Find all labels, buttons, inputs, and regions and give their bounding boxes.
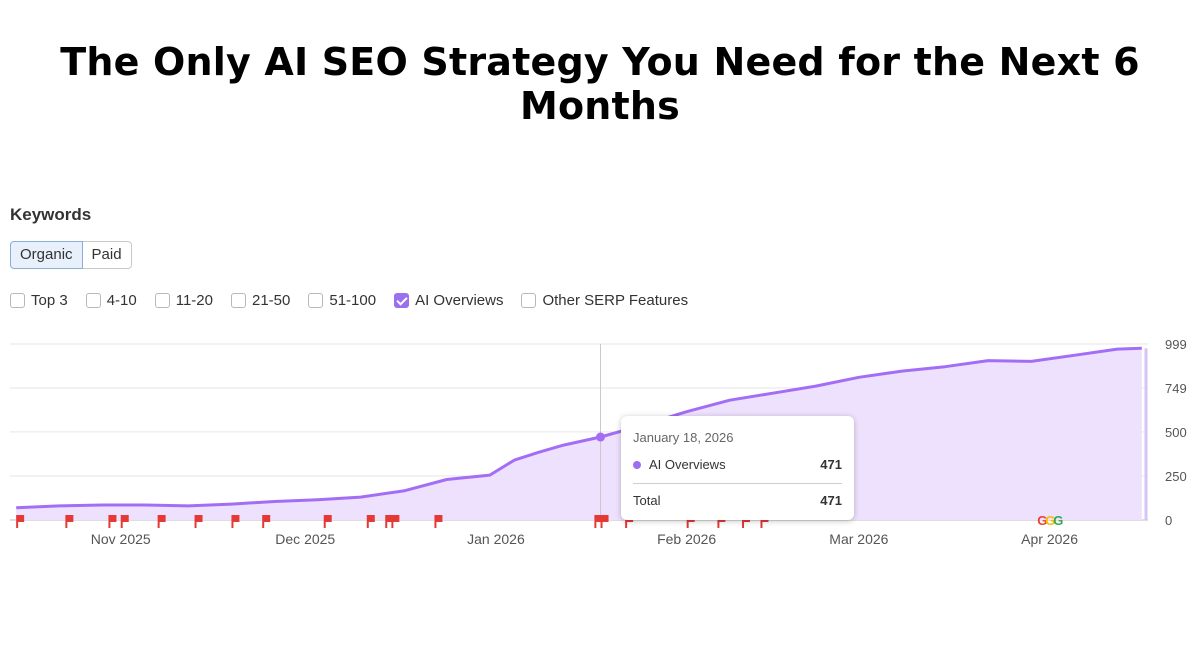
event-flag-icon <box>231 515 240 528</box>
tooltip-series-label: AI Overviews <box>649 457 726 472</box>
google-update-icon: G <box>1053 513 1063 528</box>
filter-top-3[interactable]: Top 3 <box>10 292 68 309</box>
filter-ai-overviews[interactable]: AI Overviews <box>394 292 503 309</box>
tooltip-series: AI Overviews <box>633 457 726 472</box>
filter-label: 4-10 <box>106 292 137 309</box>
google-update-icon: G <box>1037 513 1047 528</box>
y-tick-label: 250 <box>1165 469 1187 484</box>
page-headline: The Only AI SEO Strategy You Need for th… <box>60 40 1140 128</box>
x-tick-label: Jan 2026 <box>467 531 525 547</box>
tooltip-divider <box>633 483 842 484</box>
organic-paid-toggle: Organic Paid <box>10 241 132 269</box>
checkbox-icon[interactable] <box>10 293 25 308</box>
checkbox-icon[interactable] <box>85 293 101 308</box>
tooltip-total-value: 471 <box>820 493 842 508</box>
filter-label: Top 3 <box>31 292 68 309</box>
checkbox-icon[interactable] <box>521 293 537 308</box>
event-flag-icon <box>594 515 603 528</box>
checkbox-icon[interactable] <box>308 293 324 308</box>
filter-label: AI Overviews <box>415 292 504 309</box>
tab-paid[interactable]: Paid <box>82 241 132 269</box>
position-filters: Top 3 4-10 11-20 21-50 51-100 AI Overvie… <box>10 292 706 309</box>
filter-11-20[interactable]: 11-20 <box>154 292 213 309</box>
y-tick-label: 999 <box>1165 337 1187 352</box>
event-flag-icon <box>16 515 25 528</box>
tooltip-total-row: Total 471 <box>633 493 842 508</box>
event-flag-icon <box>108 515 117 528</box>
event-flag-icon <box>120 515 129 528</box>
event-flag-icon <box>194 515 203 528</box>
x-tick-label: Apr 2026 <box>1021 531 1078 547</box>
y-tick-label: 0 <box>1165 513 1172 528</box>
series-area <box>16 348 1142 520</box>
google-update-icon: G <box>1045 513 1055 528</box>
filter-other-serp-features[interactable]: Other SERP Features <box>521 292 688 309</box>
event-flag-icon <box>385 515 394 528</box>
filter-21-50[interactable]: 21-50 <box>231 292 290 309</box>
y-tick-label: 749 <box>1165 381 1187 396</box>
series-dot-icon <box>633 460 641 469</box>
x-tick-label: Feb 2026 <box>657 531 716 547</box>
x-tick-label: Dec 2025 <box>275 531 335 547</box>
filter-label: 11-20 <box>175 292 213 309</box>
event-flag-icon <box>157 515 166 528</box>
tooltip-total-label: Total <box>633 493 661 508</box>
filter-label: 51-100 <box>329 292 377 309</box>
chart-tooltip: January 18, 2026 AI Overviews 471 Total … <box>621 416 854 520</box>
keywords-title: Keywords <box>10 205 92 224</box>
tooltip-series-row: AI Overviews 471 <box>633 457 842 472</box>
filter-4-10[interactable]: 4-10 <box>85 292 137 309</box>
filter-51-100[interactable]: 51-100 <box>308 292 376 309</box>
x-tick-label: Nov 2025 <box>91 531 151 547</box>
event-flag-icon <box>366 515 375 528</box>
checkbox-icon[interactable] <box>231 293 246 308</box>
event-flag-icon <box>600 515 609 528</box>
event-flag-icon <box>434 515 443 528</box>
tooltip-date: January 18, 2026 <box>633 430 734 445</box>
event-flag-icon <box>391 515 400 528</box>
filter-label: Other SERP Features <box>542 292 689 309</box>
checkbox-icon[interactable] <box>154 293 170 308</box>
filter-label: 21-50 <box>252 292 291 309</box>
tooltip-series-value: 471 <box>820 457 842 472</box>
x-tick-label: Mar 2026 <box>829 531 888 547</box>
checkbox-checked-icon[interactable] <box>394 293 410 308</box>
event-flag-icon <box>323 515 332 528</box>
event-flag-icon <box>65 515 74 528</box>
event-flag-icon <box>262 515 271 528</box>
series-line <box>16 346 1142 510</box>
highlight-point <box>596 432 606 442</box>
keywords-chart[interactable]: 0 250 500 749 999 Nov 2025 Dec 2025 Jan 2026 Feb… <box>0 330 1200 560</box>
tab-organic[interactable]: Organic <box>10 241 83 269</box>
y-tick-label: 500 <box>1165 425 1187 440</box>
